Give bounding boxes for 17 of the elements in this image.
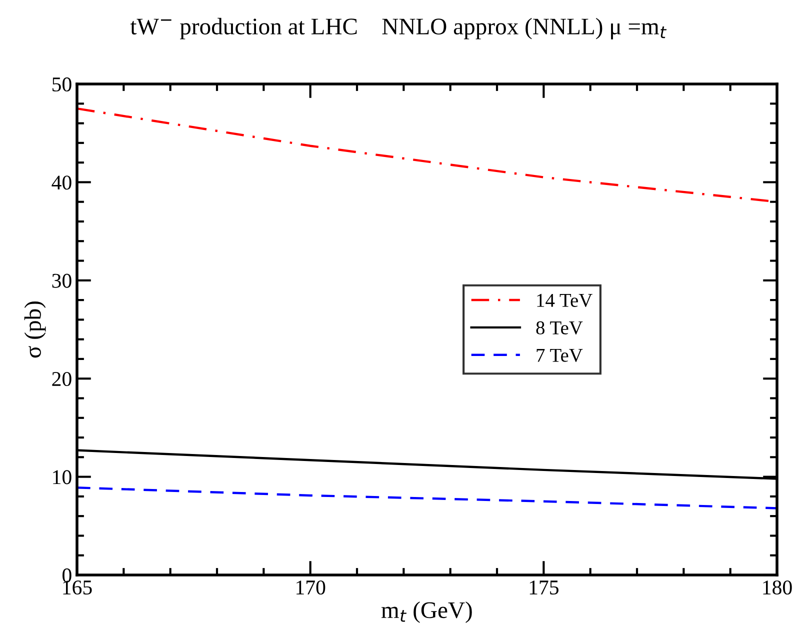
y-tick-label: 50 <box>52 77 72 92</box>
y-tick-label: 20 <box>52 372 72 386</box>
x-tick-label: 180 <box>763 580 792 595</box>
x-tick-label: 175 <box>530 580 558 595</box>
x-tick-label: 165 <box>63 580 92 595</box>
legend-label: 14 TeV <box>537 294 592 308</box>
y-axis-title: σ (pb) <box>24 302 46 358</box>
y-tick-label: 40 <box>52 176 72 190</box>
line-series <box>77 486 777 510</box>
y-tick-label: 0 <box>62 568 72 582</box>
chart-title: tW$^{−}$ production at LHC NNLO approx (NNLL) μ =m$_{t}$ <box>130 18 667 40</box>
y-tick-label: 30 <box>52 274 72 288</box>
y-tick-label: 10 <box>53 470 72 484</box>
x-tick-label: 170 <box>296 580 326 595</box>
legend-label: 8 TeV <box>536 321 583 335</box>
x-axis-title: m$_{t}$ (GeV) <box>381 602 472 623</box>
legend-label: 7 TeV <box>536 348 583 362</box>
